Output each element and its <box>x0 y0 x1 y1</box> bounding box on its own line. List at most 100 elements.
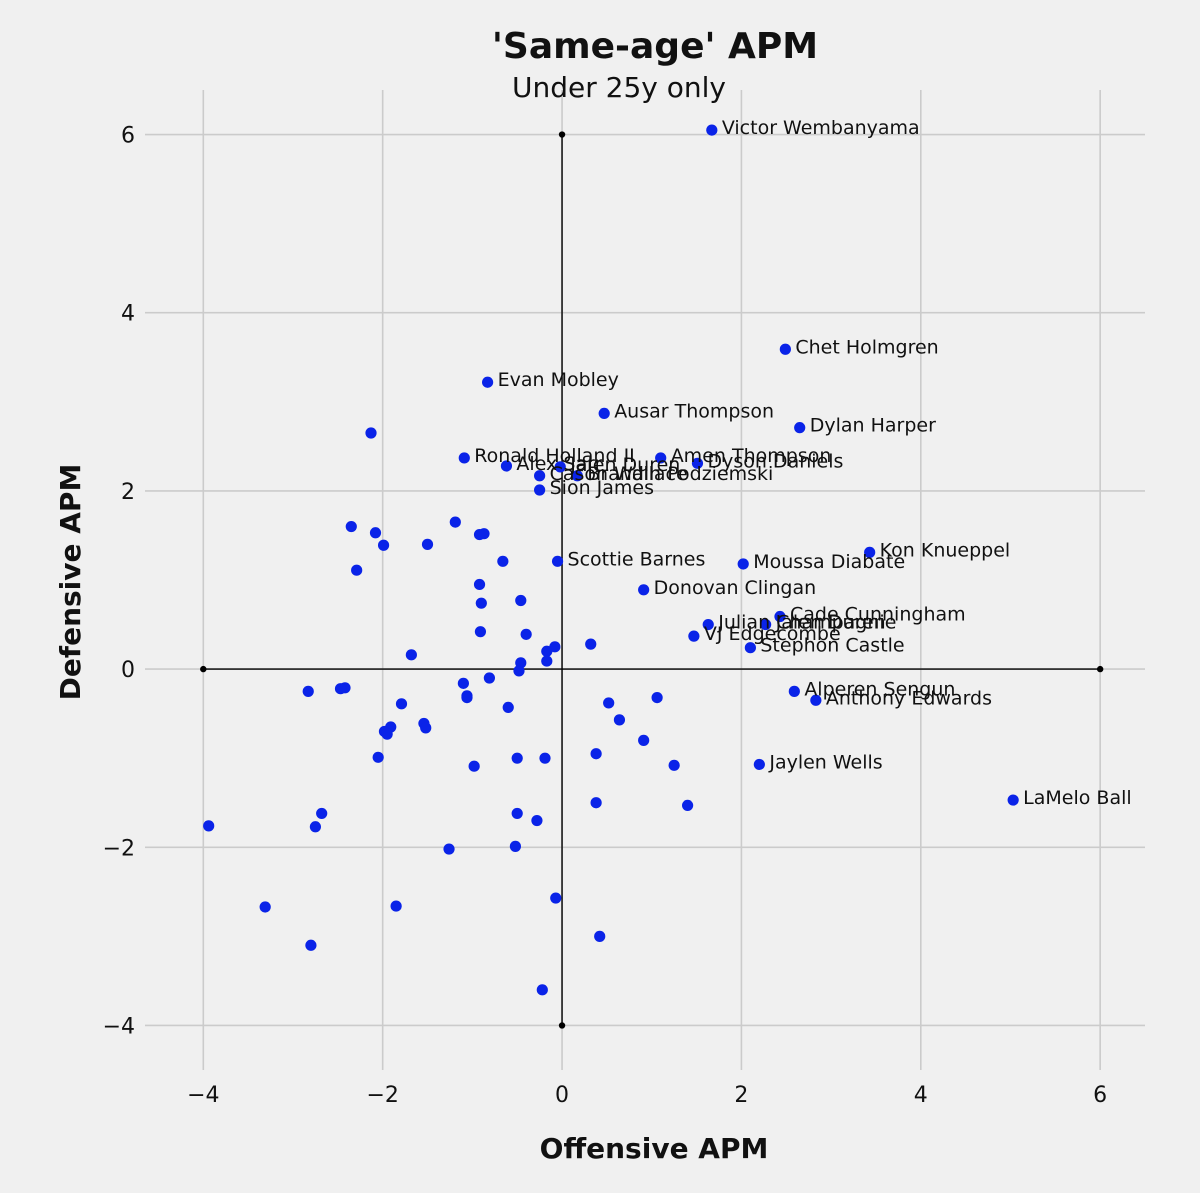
point-label: VJ Edgecombe <box>704 623 841 645</box>
y-tick-label: −2 <box>103 836 135 861</box>
x-tick-label: 4 <box>914 1083 928 1108</box>
scatter-point <box>449 516 461 528</box>
scatter-point <box>468 760 480 772</box>
point-label: Alperen Sengun <box>804 678 955 700</box>
point-label: Victor Wembanyama <box>722 117 920 139</box>
scatter-point <box>550 892 562 904</box>
scatter-point <box>638 734 650 746</box>
y-tick-label: 0 <box>121 658 135 683</box>
point-label: Alex Sarr <box>516 453 602 475</box>
point-label: Scottie Barnes <box>568 548 706 570</box>
scatter-point <box>531 814 543 827</box>
scatter-point-labeled <box>794 422 806 434</box>
y-tick-label: −4 <box>103 1014 135 1039</box>
scatter-point-labeled <box>554 461 566 473</box>
scatter-point-labeled <box>788 685 800 697</box>
scatter-point-labeled <box>753 758 765 771</box>
scatter-point-labeled <box>691 457 704 469</box>
point-label: Dylan Harper <box>810 415 936 437</box>
scatter-point <box>651 692 663 704</box>
scatter-point <box>475 597 487 609</box>
x-tick-label: 0 <box>555 1083 569 1108</box>
point-label: Evan Mobley <box>498 369 619 391</box>
point-label: Cade Cunningham <box>790 604 966 626</box>
scatter-point <box>668 759 680 771</box>
axis-endpoint-dot <box>558 1022 566 1029</box>
point-label: Moussa Diabate <box>753 551 905 573</box>
scatter-point <box>541 655 553 667</box>
scatter-point-labeled <box>744 642 756 654</box>
scatter-point-labeled <box>779 343 791 355</box>
scatter-point <box>539 752 551 764</box>
scatter-point <box>457 677 469 689</box>
scatter-point-labeled <box>810 694 822 706</box>
scatter-point <box>513 665 525 677</box>
scatter-point-labeled <box>864 546 876 558</box>
point-label: Brandin Podziemski <box>587 463 773 485</box>
scatter-point <box>483 672 495 684</box>
point-label: Sion James <box>550 477 654 499</box>
scatter-point-labeled <box>551 555 564 567</box>
scatter-point <box>334 683 347 695</box>
scatter-point <box>461 692 473 704</box>
scatter-point <box>351 564 363 576</box>
scatter-point-labeled <box>760 618 772 631</box>
point-label: Julian Champagnie <box>717 612 896 634</box>
scatter-point <box>590 797 602 809</box>
scatter-point <box>682 799 694 812</box>
y-tick-label: 6 <box>121 124 135 149</box>
scatter-point <box>302 685 314 697</box>
x-tick-label: 2 <box>734 1083 748 1108</box>
scatter-point <box>443 843 455 855</box>
scatter-point <box>381 728 393 740</box>
scatter-point-labeled <box>638 584 650 596</box>
scatter-point <box>474 626 487 638</box>
scatter-point <box>603 697 615 709</box>
scatter-point <box>309 821 322 833</box>
chart-subtitle: Under 25y only <box>512 71 726 104</box>
scatter-point <box>515 594 527 607</box>
scatter-point <box>372 751 384 763</box>
scatter-point <box>259 901 271 913</box>
scatter-point-labeled <box>688 630 700 642</box>
scatter-point <box>509 840 522 852</box>
y-axis-label: Defensive APM <box>54 464 87 701</box>
point-label: Jalen Duren <box>775 612 886 634</box>
scatter-point-labeled <box>655 452 667 464</box>
scatter-point-labeled <box>1007 794 1019 806</box>
x-tick-label: 6 <box>1093 1083 1107 1108</box>
scatter-point-labeled <box>482 376 494 388</box>
scatter-point <box>585 638 597 650</box>
point-label: Jaylen Wells <box>768 751 882 773</box>
scatter-point <box>511 752 523 764</box>
scatter-point-labeled <box>702 618 714 631</box>
point-label: Ausar Thompson <box>614 400 774 422</box>
scatter-point-labeled <box>534 484 546 496</box>
tick-labels: −4 −2 0 2 4 6 −4 −2 0 2 4 6 <box>103 124 1108 1108</box>
data-points <box>203 124 1019 996</box>
point-label: LaMelo Ball <box>1023 787 1131 809</box>
axis-endpoint-dot <box>1096 665 1104 673</box>
point-label: Anthony Edwards <box>826 687 992 709</box>
scatter-point <box>421 538 434 550</box>
scatter-point-labeled <box>534 470 546 482</box>
point-label: Dyson Daniels <box>707 450 843 472</box>
point-label: Chet Holmgren <box>795 336 938 358</box>
point-label: Kon Knueppel <box>880 539 1011 561</box>
scatter-point <box>420 722 432 734</box>
point-label: Amen Thompson <box>671 445 832 467</box>
scatter-point <box>365 427 377 439</box>
scatter-point-labeled <box>500 460 513 472</box>
scatter-point-labeled <box>598 407 610 419</box>
point-labels: Victor Wembanyama Chet Holmgren Evan Moble… <box>474 117 1131 809</box>
x-tick-label: −4 <box>187 1083 219 1108</box>
scatter-point <box>377 539 390 551</box>
scatter-point <box>594 930 606 942</box>
scatter-point <box>345 520 357 533</box>
scatter-point <box>395 698 408 710</box>
scatter-point <box>473 578 486 591</box>
scatter-point-labeled <box>458 452 470 464</box>
point-label: Jalen Duren <box>569 454 680 476</box>
point-label: Ronald Holland II <box>474 445 634 467</box>
